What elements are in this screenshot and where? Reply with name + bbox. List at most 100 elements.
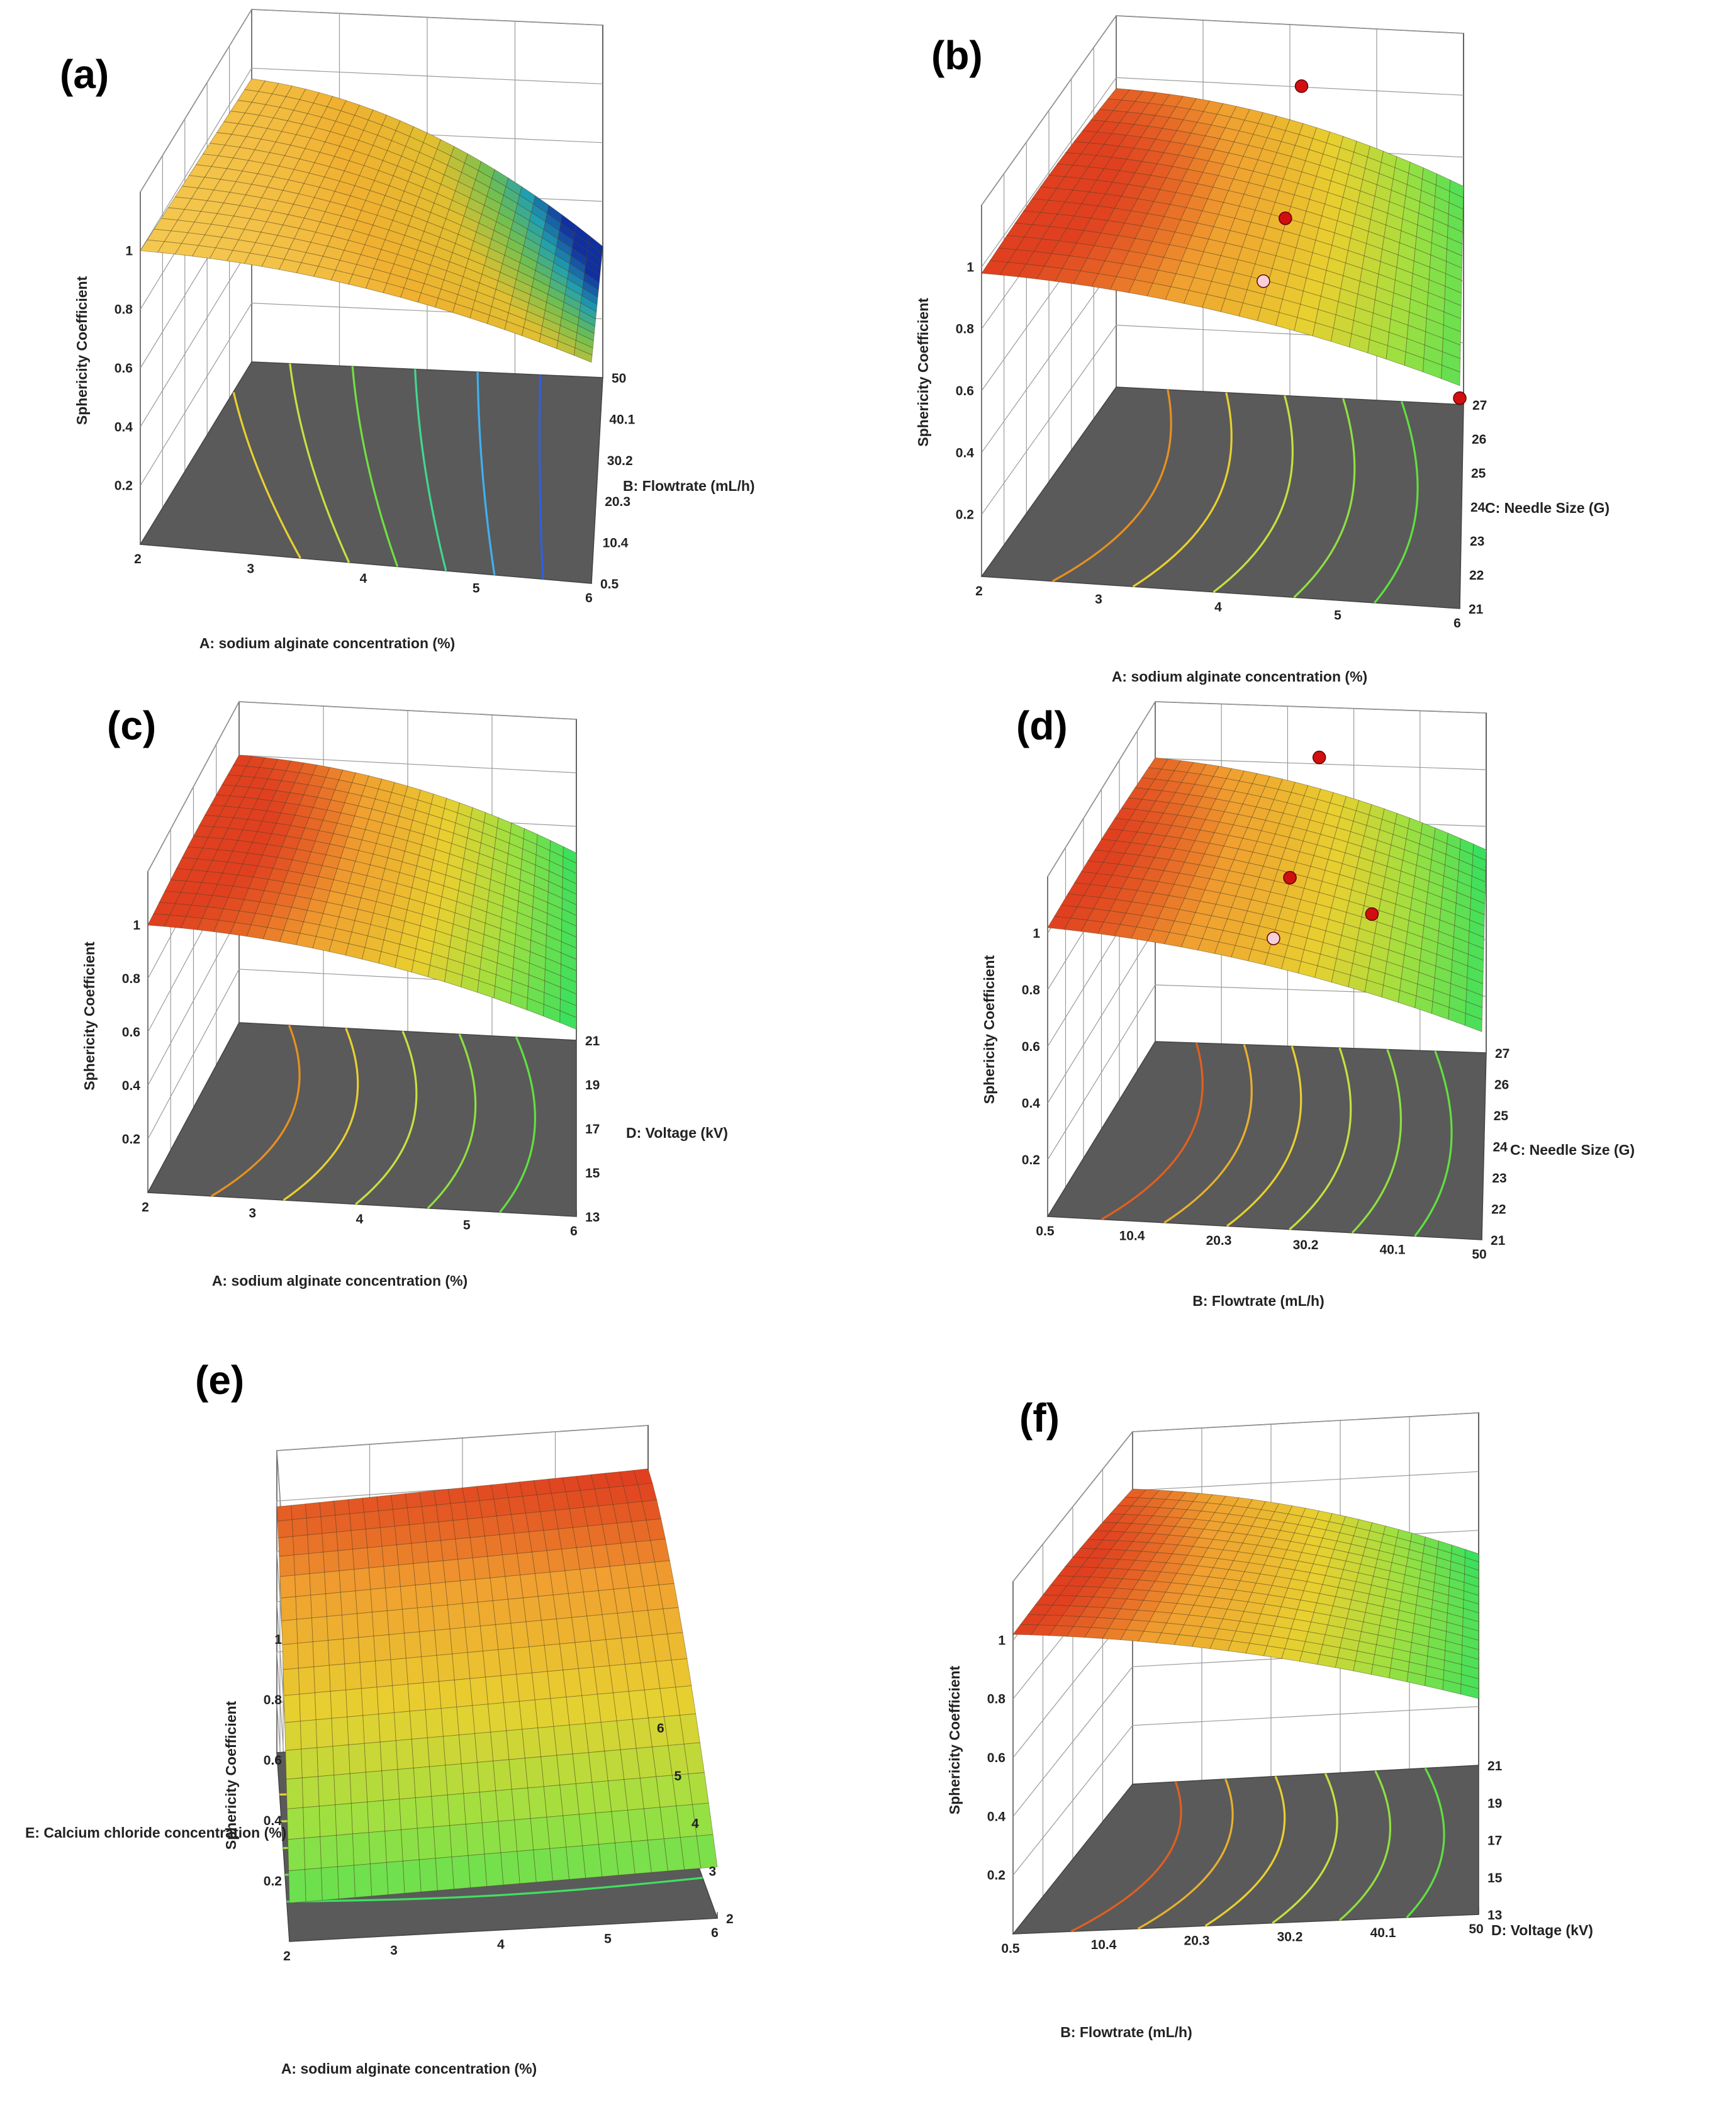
surface-cell <box>495 1789 515 1822</box>
surface-cell <box>397 1767 416 1800</box>
x-tick-label: 50 <box>1469 1922 1483 1936</box>
y-tick-label: 10.4 <box>603 536 629 551</box>
surface-cell <box>384 1829 403 1863</box>
surface-cell <box>463 1792 483 1824</box>
surface-cell <box>308 1551 325 1575</box>
x-axis-label: A: sodium alginate concentration (%) <box>212 1273 468 1289</box>
surface-cell <box>294 1573 311 1597</box>
surface-cell <box>421 1505 439 1524</box>
contour-line <box>1374 401 1419 604</box>
surface-cell <box>369 1862 389 1897</box>
surface-cell <box>303 1806 321 1839</box>
surface-cell <box>362 1714 381 1744</box>
z-tick-label: 0.6 <box>115 361 133 376</box>
surface-cell <box>312 1640 330 1667</box>
x-tick-label: 6 <box>711 1926 719 1940</box>
surface-cell <box>376 1685 395 1715</box>
panel-d: (d) 0.2 0.4 0.6 0.8 1 Sphericity Coefficient 0.… <box>981 701 1635 1309</box>
z-tick-label: 1 <box>125 244 133 258</box>
surface-cell <box>411 1541 429 1564</box>
y-tick-label: 2 <box>726 1912 734 1926</box>
surface-cell <box>390 1658 408 1686</box>
surface-cell <box>445 1580 463 1605</box>
z-tick-label: 0.2 <box>115 479 133 493</box>
surface-cell <box>325 1592 342 1617</box>
surface-cell <box>434 1628 453 1656</box>
z-axis-label: Sphericity Coefficient <box>981 955 997 1104</box>
surface-cell <box>431 1794 451 1828</box>
surface-cell <box>281 1619 298 1645</box>
surface-cell <box>315 1717 333 1748</box>
surface-cell <box>671 1658 692 1688</box>
y-axis-label: D: Voltage (kV) <box>626 1125 728 1141</box>
z-gridline <box>140 67 603 251</box>
surface-cell <box>344 1662 362 1690</box>
surface-cell <box>522 1728 542 1759</box>
surface-cell <box>288 1869 306 1904</box>
surface-cell <box>318 1804 337 1837</box>
surface-cell <box>368 1566 386 1590</box>
z-tick-label: 0.2 <box>122 1132 140 1147</box>
panel-label-a: (a) <box>60 52 109 97</box>
panel-label-c: (c) <box>107 703 156 748</box>
surface-cell <box>646 1518 666 1541</box>
x-tick-label: 4 <box>360 571 367 586</box>
surface-cell <box>328 1663 347 1692</box>
y-tick-label: 13 <box>585 1210 600 1225</box>
y-tick-label: 19 <box>1487 1796 1502 1811</box>
surface-cell <box>456 1705 476 1736</box>
surface-cell <box>310 1593 327 1619</box>
x-tick-label: 5 <box>1334 608 1341 622</box>
surface-cell <box>1445 261 1462 281</box>
z-tick-label: 0.8 <box>1022 983 1041 997</box>
x-tick-label: 6 <box>570 1224 578 1239</box>
surface-cell <box>549 1846 570 1881</box>
surface-cell <box>488 1702 507 1733</box>
z-tick-label: 0.4 <box>987 1809 1006 1824</box>
z-tick-label: 0.2 <box>264 1874 282 1889</box>
surface-cell <box>481 1821 501 1855</box>
x-tick-label: 6 <box>1453 616 1461 631</box>
surface-cell <box>343 1637 361 1665</box>
y-tick-label: 13 <box>1487 1908 1502 1923</box>
surface-cell <box>381 1544 399 1567</box>
contour-line <box>499 1037 537 1213</box>
surface-cell <box>1465 1013 1482 1032</box>
x-axis-label: B: Flowtrate (mL/h) <box>1192 1293 1324 1309</box>
floor-plane-a <box>139 361 603 584</box>
y-tick-label: 24 <box>1470 500 1486 515</box>
surface-cell <box>376 1495 394 1512</box>
surface-cell <box>479 1790 499 1823</box>
surface-cell <box>367 1546 384 1568</box>
surface-cell <box>348 1497 365 1514</box>
x-tick-label: 3 <box>247 562 254 576</box>
surface-cell <box>460 1579 478 1604</box>
surface-cell <box>379 1740 398 1772</box>
surface-cell <box>1445 273 1462 294</box>
floor-plane-f <box>1012 1765 1479 1935</box>
surface-cell <box>417 1826 436 1860</box>
surface-cell <box>1470 897 1486 916</box>
z-gridline <box>140 9 603 193</box>
surface-cell <box>442 1559 461 1583</box>
surface-cell <box>335 1513 352 1532</box>
surface-cell <box>461 1761 480 1794</box>
surface-cell <box>336 1833 354 1867</box>
surface-cell <box>409 1523 427 1544</box>
z-tick-label: 0.4 <box>956 446 975 460</box>
surface-cell <box>319 1500 336 1517</box>
surface-cell <box>428 1560 446 1584</box>
surface-cell <box>321 1866 339 1901</box>
panel-c: (c) 0.2 0.4 0.6 0.8 1 Sphericity Coefficient 2 3… <box>81 701 728 1289</box>
surface-cell <box>582 280 599 298</box>
surface-cell <box>411 1737 430 1768</box>
y-tick-label: 3 <box>709 1864 717 1879</box>
surface-cell <box>436 1653 455 1682</box>
design-point <box>1279 211 1292 225</box>
floor-plane-b <box>980 386 1464 609</box>
contour-line <box>1100 1042 1204 1220</box>
surface-cell <box>403 1631 422 1659</box>
surface-cell <box>361 1687 379 1716</box>
surface-cell <box>331 1716 349 1747</box>
surface-cell <box>457 1557 476 1582</box>
